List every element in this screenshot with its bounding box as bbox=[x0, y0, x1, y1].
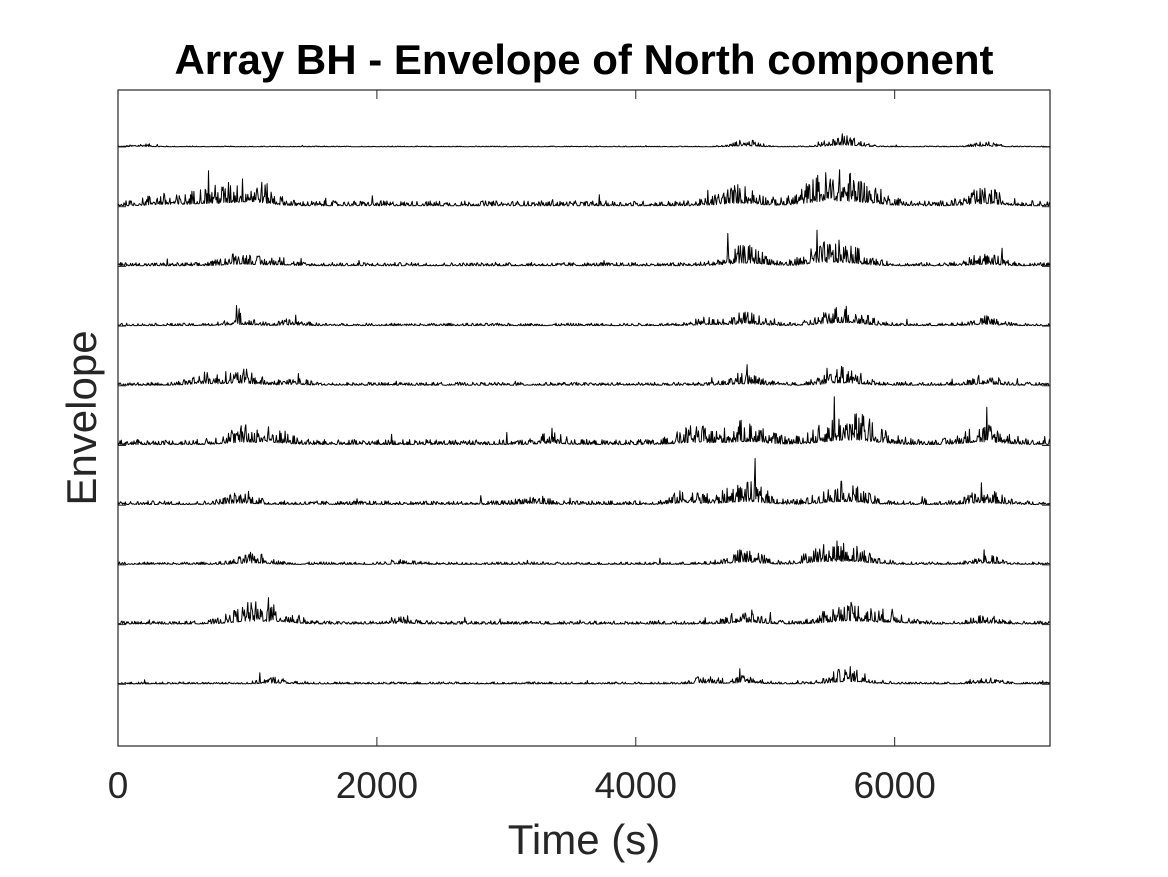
envelope-trace bbox=[117, 169, 1051, 207]
envelope-trace bbox=[117, 597, 1051, 625]
x-tick-group: 0 2000 4000 6000 bbox=[108, 90, 936, 806]
y-tick-group bbox=[118, 146, 1050, 685]
y-axis-label: Envelope bbox=[58, 330, 105, 505]
x-axis-label: Time (s) bbox=[508, 816, 660, 863]
x-tick-label: 6000 bbox=[854, 765, 936, 806]
x-tick-label: 4000 bbox=[595, 765, 677, 806]
envelope-trace bbox=[117, 229, 1051, 267]
trace-group bbox=[117, 133, 1051, 685]
envelope-trace bbox=[117, 305, 1051, 327]
plot-frame bbox=[117, 89, 1051, 747]
envelope-trace bbox=[117, 666, 1051, 685]
chart-title: Array BH - Envelope of North component bbox=[174, 36, 993, 83]
envelope-trace bbox=[117, 540, 1051, 565]
envelope-trace bbox=[117, 364, 1051, 386]
x-tick-label: 0 bbox=[108, 765, 129, 806]
x-tick-label: 2000 bbox=[336, 765, 418, 806]
envelope-trace bbox=[117, 396, 1051, 446]
envelope-trace bbox=[117, 458, 1051, 505]
envelope-trace bbox=[117, 133, 1051, 148]
